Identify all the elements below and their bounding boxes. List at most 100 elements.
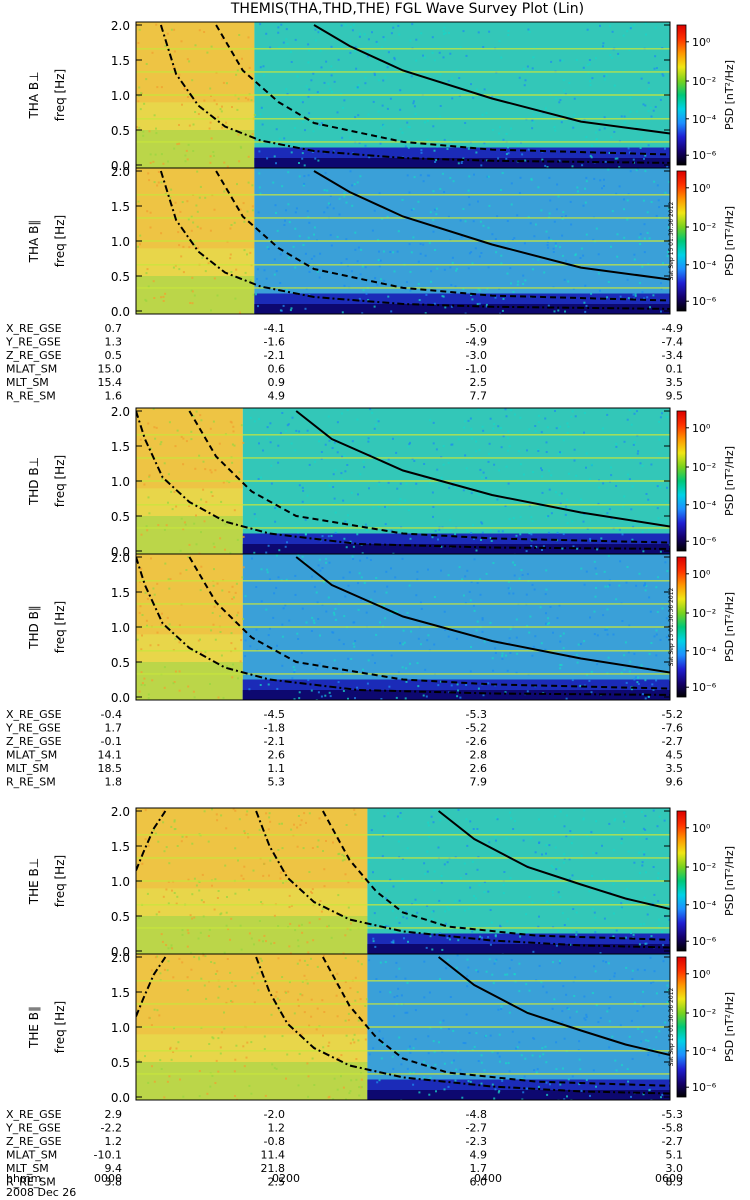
colorbar-tick-label: 10⁻⁴ <box>692 499 717 512</box>
ephemeris-value: -1.6 <box>264 336 285 349</box>
ephemeris-value: 15.4 <box>98 376 123 389</box>
ephemeris-value: 21.8 <box>261 1162 286 1175</box>
ephemeris-value: -2.1 <box>264 735 285 748</box>
ephemeris-table: X_RE_GSE 2.9 -2.0 -4.8 -5.3Y_RE_GSE -2.2 1.2 -2… <box>5 1108 683 1189</box>
noise-speckle <box>136 22 669 168</box>
ephemeris-value: -0.8 <box>264 1135 285 1148</box>
ephemeris-value: -0.1 <box>101 735 122 748</box>
ephemeris-value: -4.8 <box>466 1108 487 1121</box>
y-tick-label: 0.5 <box>111 1056 130 1070</box>
freq-axis-label: freq [Hz] <box>53 69 67 121</box>
bright-region-lower <box>136 130 255 168</box>
ephemeris-value: 9.4 <box>105 1162 123 1175</box>
y-tick-label: 0.5 <box>111 510 130 524</box>
y-tick-label: 0.0 <box>111 945 130 959</box>
ephemeris-label: Y_RE_GSE <box>5 1122 61 1135</box>
ephemeris-label: X_RE_GSE <box>6 708 62 721</box>
ephemeris-value: -2.3 <box>466 1135 487 1148</box>
ephemeris-value: 4.9 <box>470 1149 488 1162</box>
y-tick-label: 1.5 <box>111 200 130 214</box>
ephemeris-value: 15.0 <box>98 363 123 376</box>
dashed-curve <box>215 170 670 302</box>
colorbar-label: PSD [nT²/Hz] <box>723 60 736 130</box>
colorbar-tick-label: 10⁻⁴ <box>692 1045 717 1058</box>
ephemeris-value: 0.7 <box>105 322 123 335</box>
ephemeris-value: 5.3 <box>268 776 286 789</box>
bright-region-upper <box>136 554 243 635</box>
panel-ylabel: THD B⊥ <box>27 457 41 506</box>
y-tick-label: 1.5 <box>111 586 130 600</box>
ephemeris-value: 11.4 <box>261 1149 286 1162</box>
ephemeris-value: 0.1 <box>666 363 684 376</box>
y-tick-label: 1.0 <box>111 89 130 103</box>
solid-curve <box>295 556 670 674</box>
ephemeris-value: 18.5 <box>98 762 123 775</box>
ephemeris-value: -2.7 <box>662 1135 683 1148</box>
colorbar-tick-label: 10⁻² <box>692 221 716 234</box>
ephemeris-value: -7.6 <box>662 722 683 735</box>
freq-axis-label: freq [Hz] <box>53 455 67 507</box>
ephemeris-value: -5.8 <box>662 1122 683 1135</box>
colorbar-label: PSD [nT²/Hz] <box>723 592 736 662</box>
solid-curve <box>437 810 670 910</box>
ephemeris-label: Y_RE_GSE <box>5 336 61 349</box>
bright-region-upper <box>136 168 255 249</box>
colorbar-tick-label: 10⁻⁴ <box>692 899 717 912</box>
panel-ylabel: THE B∥ <box>27 1006 41 1049</box>
colorbar-label: PSD [nT²/Hz] <box>723 992 736 1062</box>
colorbar <box>676 410 687 552</box>
ephemeris-value: 4.9 <box>268 390 286 403</box>
y-tick-label: 0.0 <box>111 305 130 319</box>
spectrogram-image <box>136 408 670 554</box>
solid-curve <box>313 24 670 135</box>
colorbar <box>676 810 687 952</box>
y-tick-label: 2.0 <box>111 19 130 33</box>
y-tick-label: 0.0 <box>111 691 130 705</box>
panel-the-perp: 0.0 0.5 1.0 1.5 2.0 THE B⊥ freq [Hz] 10⁰ 10⁻² 10⁻… <box>27 805 736 959</box>
ephemeris-value: -3.4 <box>662 349 683 362</box>
colorbar-tick-label: 10⁰ <box>692 968 711 981</box>
y-tick-label: 1.0 <box>111 621 130 635</box>
colorbar <box>676 556 687 698</box>
ephemeris-value: 8.3 <box>666 1176 684 1189</box>
ephemeris-value: 3.8 <box>105 1176 123 1189</box>
y-tick-label: 2.0 <box>111 551 130 565</box>
ephemeris-value: -5.0 <box>466 322 487 335</box>
y-tick-label: 1.0 <box>111 1021 130 1035</box>
time-tick-label: 0400 <box>474 1172 502 1185</box>
ephemeris-value: 2.8 <box>470 749 488 762</box>
y-tick-label: 0.5 <box>111 910 130 924</box>
y-tick-label: 1.0 <box>111 875 130 889</box>
y-tick-label: 2.0 <box>111 165 130 179</box>
y-tick-label: 1.5 <box>111 440 130 454</box>
ephemeris-value: 4.5 <box>666 749 684 762</box>
ephemeris-value: 3.5 <box>666 376 684 389</box>
colorbar-tick-label: 10⁻⁶ <box>692 1081 717 1094</box>
ephemeris-label: Z_RE_GSE <box>6 349 62 362</box>
probe-the-group: 0.0 0.5 1.0 1.5 2.0 THE B⊥ freq [Hz] 10⁰ 10⁻² 10⁻… <box>5 805 736 1189</box>
dashed-curve <box>322 810 670 941</box>
colorbar-tick-label: 10⁻⁶ <box>692 681 717 694</box>
ephemeris-value: 0.5 <box>105 349 123 362</box>
colorbar-tick-label: 10⁻² <box>692 607 716 620</box>
ephemeris-label: MLAT_SM <box>6 749 57 762</box>
bright-region-upper <box>136 808 368 889</box>
ephemeris-label: Z_RE_GSE <box>6 735 62 748</box>
low-freq-core <box>367 944 670 954</box>
date-label: 2008 Dec 26 <box>6 1186 76 1199</box>
y-tick-label: 1.5 <box>111 986 130 1000</box>
ephemeris-value: -4.9 <box>662 322 683 335</box>
ephemeris-value: 9.6 <box>666 776 684 789</box>
colorbar <box>676 24 687 166</box>
ephemeris-label: MLAT_SM <box>6 1149 57 1162</box>
ephemeris-label: R_RE_SM <box>6 390 56 403</box>
colorbar-tick-label: 10⁰ <box>692 568 711 581</box>
ephemeris-value: -10.1 <box>94 1149 122 1162</box>
ephemeris-value: 1.3 <box>105 336 123 349</box>
panel-tha-par: 0.0 0.5 1.0 1.5 2.0 THA B∥ freq [Hz] 10⁰ 10⁻² 10⁻… <box>27 165 736 319</box>
ephemeris-table: X_RE_GSE 0.7 -4.1 -5.0 -4.9Y_RE_GSE 1.3 -1.6 -4… <box>5 322 683 403</box>
spectrogram-image <box>136 954 670 1100</box>
ephemeris-value: -1.0 <box>466 363 487 376</box>
ephemeris-value: 1.7 <box>470 1162 488 1175</box>
